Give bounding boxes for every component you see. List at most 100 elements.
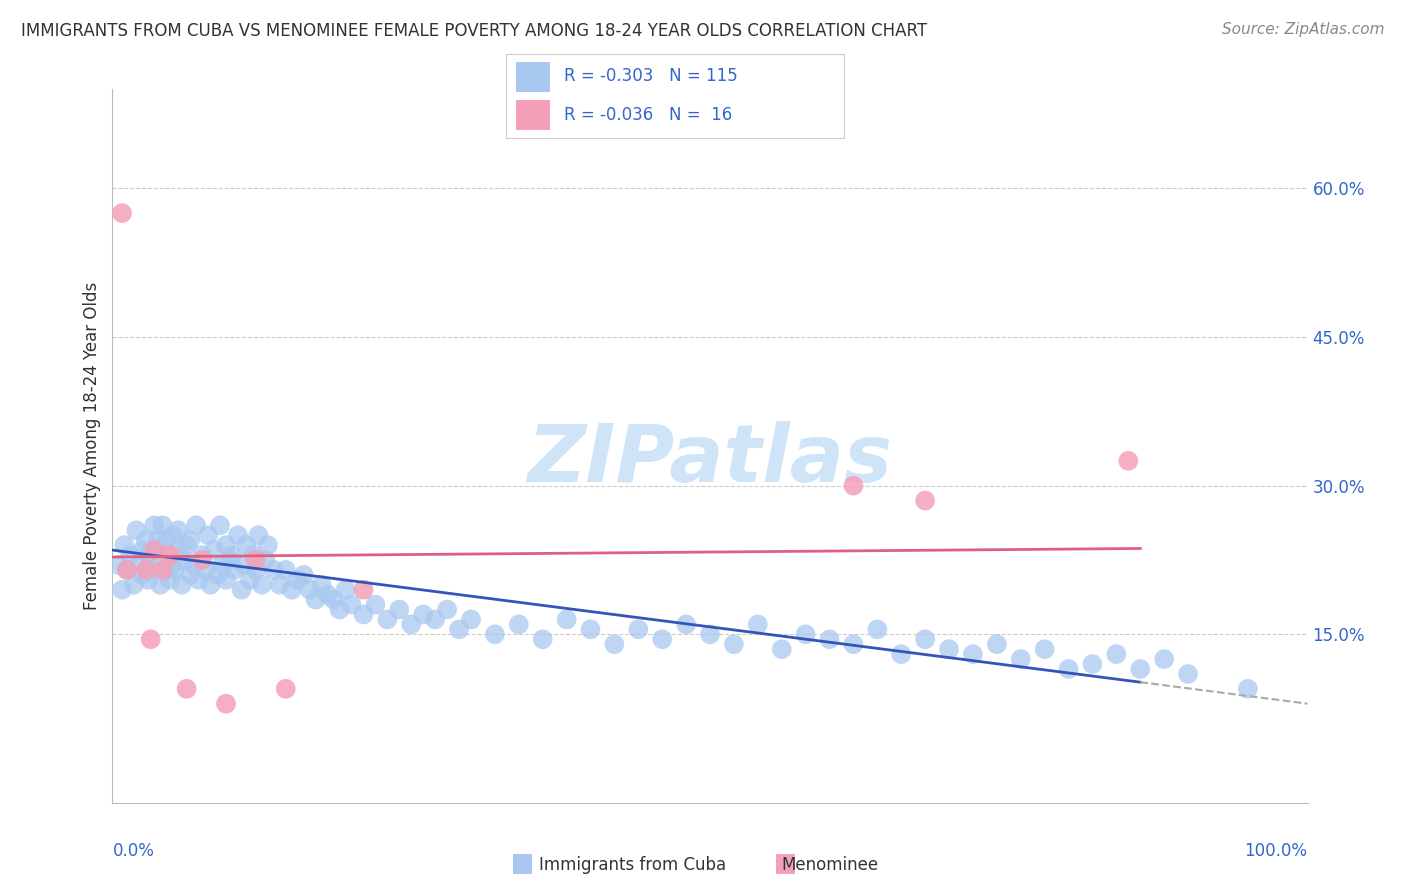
Point — [914, 493, 936, 508]
Point — [412, 607, 434, 622]
Point — [316, 588, 339, 602]
Text: Source: ZipAtlas.com: Source: ZipAtlas.com — [1222, 22, 1385, 37]
Point — [938, 642, 960, 657]
Point — [107, 558, 129, 572]
Point — [247, 528, 270, 542]
Point — [1177, 667, 1199, 681]
Point — [305, 592, 328, 607]
Point — [436, 602, 458, 616]
Point — [215, 538, 238, 552]
Point — [555, 612, 578, 626]
Point — [111, 206, 134, 220]
Point — [377, 612, 399, 626]
Point — [187, 573, 209, 587]
Point — [173, 553, 195, 567]
Point — [651, 632, 673, 647]
Point — [263, 563, 285, 577]
FancyBboxPatch shape — [516, 62, 550, 92]
Point — [149, 543, 172, 558]
Point — [627, 623, 650, 637]
Point — [138, 573, 160, 587]
Point — [191, 548, 214, 562]
Point — [143, 553, 166, 567]
Point — [401, 617, 423, 632]
Point — [340, 598, 363, 612]
Point — [179, 567, 201, 582]
Point — [818, 632, 841, 647]
Point — [914, 632, 936, 647]
Point — [211, 558, 233, 572]
Y-axis label: Female Poverty Among 18-24 Year Olds: Female Poverty Among 18-24 Year Olds — [83, 282, 101, 610]
Point — [352, 582, 374, 597]
Point — [1153, 652, 1175, 666]
Point — [159, 548, 181, 562]
Point — [1081, 657, 1104, 671]
Point — [250, 578, 273, 592]
Point — [388, 602, 411, 616]
Text: 100.0%: 100.0% — [1244, 842, 1308, 860]
Point — [1118, 454, 1140, 468]
Point — [111, 582, 134, 597]
Point — [335, 582, 357, 597]
Text: R = -0.036   N =  16: R = -0.036 N = 16 — [564, 105, 731, 123]
Text: R = -0.303   N = 115: R = -0.303 N = 115 — [564, 68, 737, 86]
FancyBboxPatch shape — [776, 855, 794, 874]
Point — [155, 533, 177, 548]
Point — [209, 518, 232, 533]
Point — [235, 538, 257, 552]
Point — [215, 573, 238, 587]
Point — [447, 623, 470, 637]
Point — [146, 533, 169, 548]
Point — [179, 533, 201, 548]
Point — [281, 582, 304, 597]
Point — [194, 563, 217, 577]
Point — [311, 578, 333, 592]
Point — [135, 533, 157, 548]
Text: ZIPatlas: ZIPatlas — [527, 421, 893, 500]
Point — [274, 681, 297, 696]
Point — [794, 627, 817, 641]
Point — [186, 518, 208, 533]
Point — [1057, 662, 1080, 676]
Point — [207, 567, 229, 582]
Point — [162, 558, 183, 572]
Point — [531, 632, 554, 647]
FancyBboxPatch shape — [513, 855, 531, 874]
Point — [254, 553, 277, 567]
Point — [579, 623, 602, 637]
Point — [1105, 647, 1128, 661]
Point — [135, 563, 157, 577]
Point — [152, 518, 174, 533]
Point — [1237, 681, 1260, 696]
Text: 0.0%: 0.0% — [112, 842, 155, 860]
Point — [287, 573, 309, 587]
Point — [239, 573, 262, 587]
Point — [120, 548, 142, 562]
Point — [842, 637, 865, 651]
Point — [484, 627, 506, 641]
Point — [962, 647, 984, 661]
Point — [218, 553, 240, 567]
Point — [131, 543, 153, 558]
Point — [245, 553, 267, 567]
Point — [233, 558, 256, 572]
Point — [257, 538, 280, 552]
Point — [329, 602, 352, 616]
FancyBboxPatch shape — [516, 100, 550, 130]
Point — [699, 627, 721, 641]
Text: IMMIGRANTS FROM CUBA VS MENOMINEE FEMALE POVERTY AMONG 18-24 YEAR OLDS CORRELATI: IMMIGRANTS FROM CUBA VS MENOMINEE FEMALE… — [21, 22, 927, 40]
Point — [162, 528, 183, 542]
Point — [1010, 652, 1032, 666]
Point — [138, 548, 160, 562]
Point — [508, 617, 530, 632]
Point — [183, 558, 205, 572]
Point — [221, 548, 243, 562]
Point — [242, 548, 264, 562]
Point — [770, 642, 793, 657]
Point — [226, 528, 249, 542]
Point — [364, 598, 387, 612]
Point — [224, 563, 246, 577]
Point — [176, 681, 198, 696]
Point — [747, 617, 769, 632]
Point — [152, 563, 174, 577]
